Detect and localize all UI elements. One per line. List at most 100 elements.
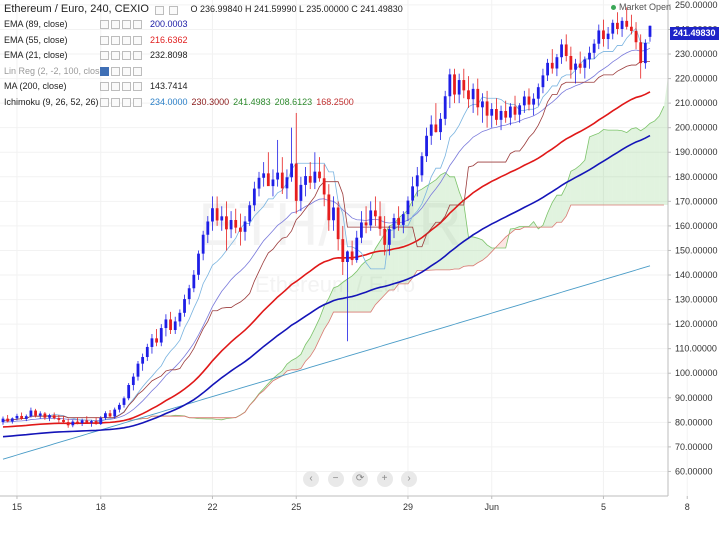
candle-body <box>211 208 214 222</box>
more-icon[interactable] <box>133 51 142 61</box>
reset-chart-button[interactable]: ⟳ <box>352 471 369 487</box>
zoom-in-button[interactable]: + <box>376 471 393 487</box>
candle-body <box>369 210 373 226</box>
candle <box>280 157 284 194</box>
settings-icon[interactable] <box>111 97 120 107</box>
candle <box>183 294 186 317</box>
candle <box>90 419 93 427</box>
hide-icon[interactable] <box>168 5 178 15</box>
eye-icon[interactable] <box>100 20 109 30</box>
eye-icon[interactable] <box>100 51 109 61</box>
cloud-segment <box>482 240 488 261</box>
eye-icon[interactable] <box>100 82 109 92</box>
ema-89-line <box>2 134 651 438</box>
candle-body <box>76 421 79 424</box>
candle-body <box>313 171 317 183</box>
candle <box>127 383 131 401</box>
close-icon[interactable] <box>122 35 131 45</box>
candle-body <box>99 417 103 425</box>
cloud-segment <box>310 328 315 357</box>
candle-body <box>24 416 28 419</box>
candle-body <box>578 63 582 68</box>
settings-icon[interactable] <box>111 20 120 30</box>
eye-icon[interactable] <box>100 97 109 107</box>
candle <box>113 407 117 419</box>
settings-icon[interactable] <box>111 82 120 92</box>
candle-body <box>527 96 531 105</box>
legend-row: MA (200, close) 143.7414 <box>4 79 524 95</box>
y-tick-label: 130.00000 <box>675 295 718 305</box>
candle-body <box>38 413 42 416</box>
candle <box>285 169 289 199</box>
candle <box>48 413 51 422</box>
price-axis[interactable]: 60.00000 70.00000 80.00000 90.00000 100.0000… <box>667 0 718 496</box>
candle-body <box>94 421 98 425</box>
more-icon[interactable] <box>133 82 142 92</box>
close-icon[interactable] <box>122 20 131 30</box>
candle-body <box>243 221 247 232</box>
more-icon[interactable] <box>133 97 142 107</box>
candle-body <box>467 90 470 100</box>
cloud-segment <box>594 133 599 206</box>
candle <box>308 162 312 190</box>
candle <box>318 157 321 182</box>
candle <box>341 225 345 276</box>
legend-name[interactable]: EMA (55, close) <box>4 34 68 45</box>
candle-body <box>425 135 428 157</box>
legend-name[interactable]: EMA (89, close) <box>4 19 68 30</box>
candle-body <box>71 421 75 426</box>
candle-body <box>546 62 549 76</box>
candle-body <box>257 177 261 189</box>
legend-name[interactable]: Lin Reg (2, -2, 100, close) <box>4 65 108 76</box>
candle-body <box>234 220 238 228</box>
more-icon[interactable] <box>133 66 142 76</box>
more-icon[interactable] <box>133 20 142 30</box>
candle-body <box>555 57 559 69</box>
cloud-segment <box>366 258 371 313</box>
cloud-segment <box>286 360 292 372</box>
candle-body <box>411 186 415 201</box>
settings-icon[interactable] <box>111 66 120 76</box>
close-icon[interactable] <box>122 66 131 76</box>
candle <box>583 56 587 79</box>
legend-name[interactable]: EMA (21, close) <box>4 50 68 61</box>
candle-body <box>643 42 647 64</box>
candle-body <box>294 163 298 201</box>
scroll-left-button[interactable]: ‹ <box>303 471 319 487</box>
close-icon[interactable] <box>122 97 131 107</box>
scroll-right-button[interactable]: › <box>401 471 418 487</box>
settings-icon[interactable] <box>155 5 165 15</box>
candle <box>136 360 140 381</box>
candle <box>252 181 256 212</box>
candle-body <box>397 218 401 225</box>
eye-icon[interactable] <box>100 66 109 76</box>
candle-body <box>494 109 498 120</box>
cloud-segment <box>570 168 576 206</box>
candle <box>294 112 298 214</box>
candle-body <box>285 177 289 189</box>
candle <box>197 250 200 280</box>
settings-icon[interactable] <box>111 51 120 61</box>
candle-body <box>48 415 51 418</box>
candle <box>62 416 65 424</box>
candle <box>360 211 363 244</box>
y-tick-label: 70.00000 <box>675 442 713 452</box>
close-icon[interactable] <box>122 82 131 92</box>
legend-name[interactable]: MA (200, close) <box>4 81 67 92</box>
cloud-segment <box>477 238 483 263</box>
candle <box>369 201 373 231</box>
more-icon[interactable] <box>133 35 142 45</box>
candle-body <box>569 55 573 70</box>
cloud-segment <box>370 248 376 313</box>
y-tick-label: 210.00000 <box>675 98 718 108</box>
zoom-out-button[interactable]: − <box>327 471 344 487</box>
legend-name[interactable]: Ichimoku (9, 26, 52, 26) <box>4 96 99 107</box>
symbol-title[interactable]: Ethereum / Euro, 240, CEXIO <box>4 3 149 15</box>
cloud-segment <box>445 172 450 270</box>
candle <box>243 216 247 241</box>
settings-icon[interactable] <box>111 35 120 45</box>
eye-icon[interactable] <box>100 35 109 45</box>
close-icon[interactable] <box>122 51 131 61</box>
time-axis[interactable]: 15 18 22 25 29 Jun 5 8 <box>0 495 690 512</box>
